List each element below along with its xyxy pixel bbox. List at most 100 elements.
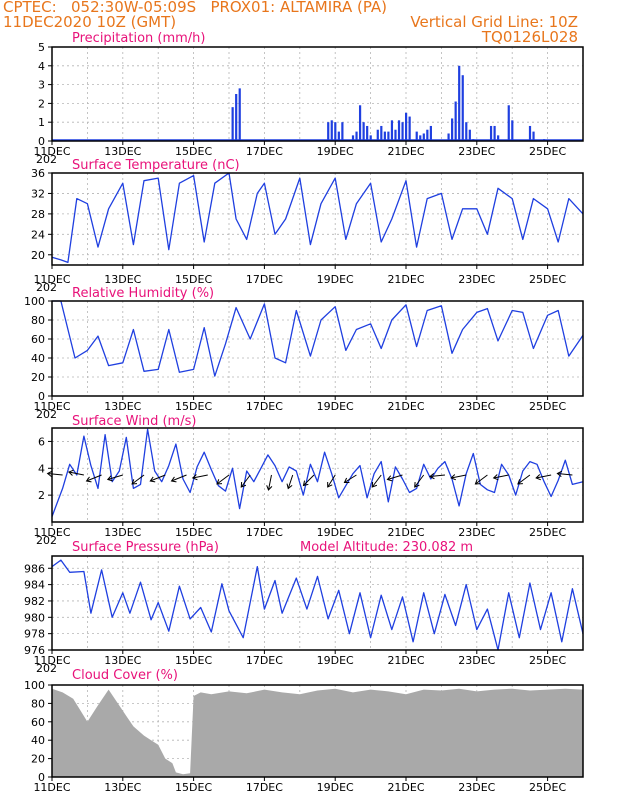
- precip-bar: [341, 122, 344, 141]
- y-tick-label: 80: [31, 697, 45, 710]
- x-tick-label: 21DEC: [387, 781, 424, 794]
- y-tick-label: 0: [38, 771, 45, 784]
- wind-arrow: [47, 473, 63, 476]
- precip-bar: [461, 75, 464, 141]
- x-tick-label: 23DEC: [458, 654, 495, 667]
- x-tick-label: 25DEC: [529, 145, 566, 158]
- wind-arrow: [475, 474, 488, 485]
- y-tick-label: 20: [31, 753, 45, 766]
- precip-bar: [330, 120, 333, 141]
- wind-arrow: [216, 474, 230, 485]
- precip-bar: [493, 125, 496, 141]
- x-tick-label: 17DEC: [246, 654, 283, 667]
- precip-bar: [383, 131, 386, 141]
- precip-bar: [358, 105, 362, 141]
- x-tick-label: 11DEC: [33, 273, 70, 286]
- x-tick-label: 13DEC: [104, 654, 141, 667]
- panel-frame: [51, 46, 584, 142]
- wind-arrow: [414, 474, 425, 488]
- y-tick-label: 976: [24, 644, 45, 657]
- x-tick-label: 23DEC: [458, 400, 495, 413]
- x-tick-label: 21DEC: [387, 400, 424, 413]
- wind-arrow: [192, 474, 208, 479]
- wind-arrow-head: [85, 476, 92, 483]
- header-datetime: 11DEC2020 10Z (GMT): [3, 13, 177, 31]
- x-tick-label: 25DEC: [529, 400, 566, 413]
- x-tick-label: 23DEC: [458, 273, 495, 286]
- wind-arrow-head: [556, 470, 563, 477]
- y-tick-label: 20: [31, 371, 45, 384]
- wind-arrow: [68, 471, 84, 476]
- temp-series-line: [51, 172, 584, 264]
- x-tick-label: 25DEC: [529, 654, 566, 667]
- precip-bar: [405, 112, 408, 141]
- x-tick-label: 17DEC: [246, 526, 283, 539]
- precip-bar: [397, 120, 401, 141]
- wind-arrow: [517, 474, 531, 485]
- wind-title: Surface Wind (m/s): [72, 414, 196, 429]
- wind-arrow-head: [492, 474, 499, 481]
- x-tick-label: 11DEC: [33, 400, 70, 413]
- precip-bar: [489, 125, 493, 141]
- y-tick-label: 0: [38, 135, 45, 148]
- precip-bar: [447, 133, 450, 141]
- x-tick-label: 17DEC: [246, 273, 283, 286]
- y-tick-label: 100: [24, 679, 45, 692]
- wind-arrow-head: [170, 476, 177, 483]
- x-tick-label: 21DEC: [387, 526, 424, 539]
- precip-bar: [426, 129, 429, 141]
- x-tick-label: 15DEC: [175, 654, 212, 667]
- x-tick-label: 19DEC: [317, 781, 354, 794]
- wind-series-line: [51, 428, 584, 517]
- y-tick-label: 36: [31, 167, 45, 180]
- wind-arrow-head: [302, 480, 309, 487]
- precip-bar: [401, 122, 404, 141]
- precip-bar: [511, 120, 514, 141]
- y-tick-label: 28: [31, 208, 45, 221]
- wind-arrow: [344, 474, 357, 483]
- precip-bar: [362, 122, 365, 141]
- precip-bar: [419, 135, 422, 141]
- precip-bar: [451, 118, 454, 141]
- wind-arrow: [131, 474, 145, 485]
- x-tick-label: 13DEC: [104, 526, 141, 539]
- precip-bar: [454, 101, 457, 141]
- y-tick-label: 5: [38, 41, 45, 54]
- y-tick-label: 40: [31, 734, 45, 747]
- x-year-label: 202: [36, 153, 57, 166]
- precip-bar: [415, 131, 418, 141]
- wind-arrow-head: [327, 481, 333, 488]
- y-tick-label: 24: [31, 228, 45, 241]
- precip-bar: [497, 135, 500, 141]
- precip-bar: [366, 125, 369, 141]
- precip-bar: [327, 122, 330, 141]
- panel-frame: [51, 172, 584, 266]
- x-year-label: 202: [36, 662, 57, 675]
- cloud-cover-area: [52, 688, 583, 777]
- x-tick-label: 11DEC: [33, 145, 70, 158]
- precip-bar: [408, 116, 411, 141]
- y-tick-label: 32: [31, 187, 45, 200]
- x-tick-label: 21DEC: [387, 273, 424, 286]
- wind-arrow-head: [266, 485, 273, 491]
- wind-arrow-head: [67, 469, 74, 476]
- pres-title: Surface Pressure (hPa): [72, 540, 219, 555]
- y-tick-label: 20: [31, 249, 45, 262]
- y-tick-label: 982: [24, 595, 45, 608]
- x-tick-label: 15DEC: [175, 273, 212, 286]
- wind-arrow-head: [343, 477, 350, 484]
- wind-arrow-head: [371, 481, 378, 488]
- precip-bar: [390, 120, 394, 141]
- precip-bar: [528, 125, 532, 141]
- x-tick-label: 13DEC: [104, 781, 141, 794]
- wind-arrow-head: [450, 474, 457, 481]
- wind-arrow: [287, 474, 294, 489]
- wind-arrow: [171, 474, 187, 482]
- precip-bar: [507, 105, 510, 141]
- precip-title: Precipitation (mm/h): [72, 31, 205, 46]
- header-model-code: TQ0126L028: [481, 28, 578, 46]
- wind-arrow-head: [106, 475, 113, 482]
- wind-arrow-head: [517, 479, 523, 485]
- y-tick-label: 1: [38, 116, 45, 129]
- precip-bar: [387, 131, 390, 141]
